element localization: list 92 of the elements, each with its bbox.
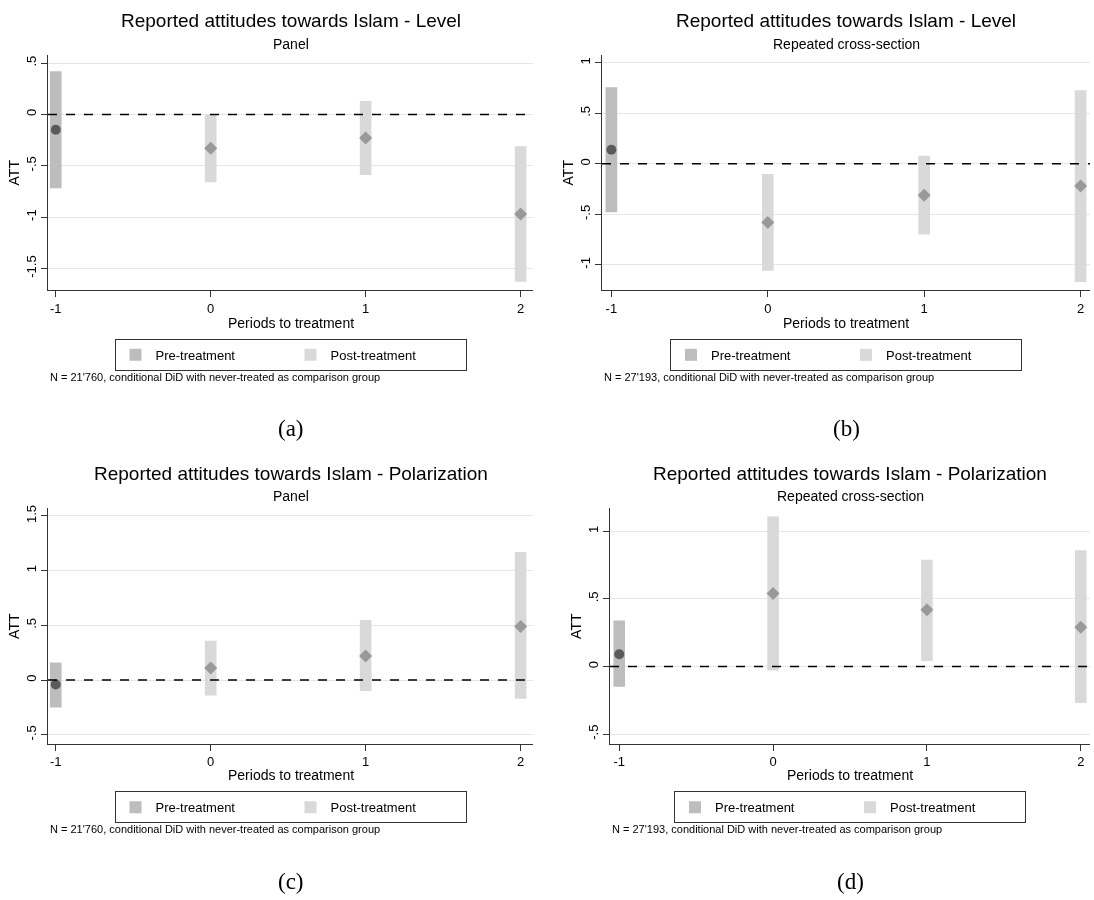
point bbox=[1074, 179, 1088, 193]
y-tick-label: -.5 bbox=[577, 204, 593, 220]
legend-label: Pre-treatment bbox=[711, 347, 791, 363]
y-tick-label: 1 bbox=[23, 565, 39, 573]
x-tick-label: 1 bbox=[362, 300, 370, 316]
y-tick-label: 1.5 bbox=[23, 504, 39, 524]
point bbox=[204, 661, 218, 675]
x-tick-label: 0 bbox=[769, 754, 777, 770]
legend-label: Pre-treatment bbox=[155, 800, 236, 816]
bar bbox=[514, 146, 527, 282]
y-tick-label: -1 bbox=[23, 209, 39, 221]
x-tick-label: 0 bbox=[764, 300, 772, 316]
x-tick-label: 0 bbox=[207, 754, 215, 770]
point bbox=[359, 131, 373, 145]
bar bbox=[921, 559, 933, 662]
x-axis-title: Periods to treatment bbox=[228, 315, 355, 331]
chart-title: Reported attitudes towards Islam - Level bbox=[676, 10, 1017, 31]
y-tick-label: -.5 bbox=[585, 724, 601, 740]
bar bbox=[918, 155, 931, 235]
x-tick-label: 2 bbox=[1077, 754, 1085, 770]
y-tick-label: .5 bbox=[23, 55, 39, 67]
y-tick-label: -.5 bbox=[23, 156, 39, 172]
point bbox=[359, 649, 373, 663]
y-tick-label: 1 bbox=[585, 525, 601, 533]
bar bbox=[49, 71, 62, 189]
x-tick-label: -1 bbox=[613, 754, 626, 770]
text: (d) bbox=[837, 869, 864, 894]
x-tick-label: 1 bbox=[923, 754, 931, 770]
text: (a) bbox=[278, 416, 304, 441]
x-axis-title: Periods to treatment bbox=[228, 767, 355, 783]
point bbox=[917, 188, 931, 202]
y-tick-label: -.5 bbox=[23, 725, 39, 741]
point bbox=[514, 207, 528, 221]
chart-subtitle: Repeated cross-section bbox=[777, 488, 925, 504]
point bbox=[204, 141, 218, 155]
legend-label: Post-treatment bbox=[330, 347, 417, 363]
text: (b) bbox=[833, 416, 860, 441]
point bbox=[50, 679, 61, 690]
x-axis-title: Periods to treatment bbox=[783, 315, 910, 331]
chart-title: Reported attitudes towards Islam - Level bbox=[121, 10, 462, 31]
point bbox=[1074, 620, 1088, 634]
text: N = 27'193, conditional DiD with never-treated as comparison group bbox=[604, 371, 935, 383]
bar bbox=[1074, 90, 1087, 282]
y-tick-label: 0 bbox=[23, 108, 39, 117]
bar bbox=[761, 173, 774, 271]
legend-label: Post-treatment bbox=[886, 347, 972, 363]
y-tick-label: 0 bbox=[577, 158, 593, 166]
chart-subtitle: Repeated cross-section bbox=[773, 36, 921, 52]
point bbox=[606, 144, 617, 155]
x-tick-label: 1 bbox=[362, 754, 370, 770]
chart-subtitle: Panel bbox=[273, 488, 309, 504]
x-axis-title: Periods to treatment bbox=[787, 767, 914, 783]
point bbox=[920, 603, 934, 617]
y-axis-title: ATT bbox=[568, 613, 585, 639]
text: N = 21'760, conditional DiD with never-treated as comparison group bbox=[50, 371, 381, 383]
text: (c) bbox=[278, 869, 304, 894]
y-tick-label: .5 bbox=[23, 618, 39, 629]
y-tick-label: 1 bbox=[577, 57, 593, 65]
point bbox=[50, 124, 61, 135]
y-axis-title: ATT bbox=[559, 159, 576, 186]
x-tick-label: 2 bbox=[516, 300, 525, 316]
chart-subtitle: Panel bbox=[273, 36, 309, 52]
bar bbox=[1075, 550, 1087, 703]
y-tick-label: .5 bbox=[577, 106, 593, 117]
x-tick-label: -1 bbox=[49, 754, 62, 770]
x-tick-label: 0 bbox=[207, 300, 215, 316]
text: N = 21'760, conditional DiD with never-treated as comparison group bbox=[50, 823, 381, 835]
point bbox=[614, 649, 625, 660]
legend-label: Pre-treatment bbox=[715, 800, 795, 816]
x-tick-label: 2 bbox=[516, 754, 525, 770]
y-axis-title: ATT bbox=[6, 613, 23, 639]
point bbox=[514, 619, 528, 633]
y-axis-title: ATT bbox=[5, 159, 22, 186]
legend-label: Pre-treatment bbox=[155, 347, 236, 363]
x-tick-label: 2 bbox=[1077, 300, 1085, 316]
x-tick-label: -1 bbox=[605, 300, 618, 316]
bar bbox=[767, 516, 779, 671]
x-tick-label: -1 bbox=[49, 300, 62, 316]
x-tick-label: 1 bbox=[920, 300, 928, 316]
point bbox=[761, 215, 775, 229]
text: N = 27'193, conditional DiD with never-treated as comparison group bbox=[612, 823, 943, 835]
y-tick-label: 0 bbox=[23, 674, 39, 682]
legend-label: Post-treatment bbox=[890, 800, 976, 816]
y-tick-label: 0 bbox=[585, 660, 601, 669]
bar bbox=[605, 87, 618, 213]
point bbox=[766, 586, 780, 600]
legend-label: Post-treatment bbox=[330, 800, 417, 816]
y-tick-label: -1.5 bbox=[23, 255, 39, 278]
y-tick-label: -1 bbox=[577, 257, 593, 269]
chart-title: Reported attitudes towards Islam - Polarization bbox=[94, 463, 488, 484]
chart-title: Reported attitudes towards Islam - Polarization bbox=[653, 463, 1047, 484]
y-tick-label: .5 bbox=[585, 591, 601, 603]
